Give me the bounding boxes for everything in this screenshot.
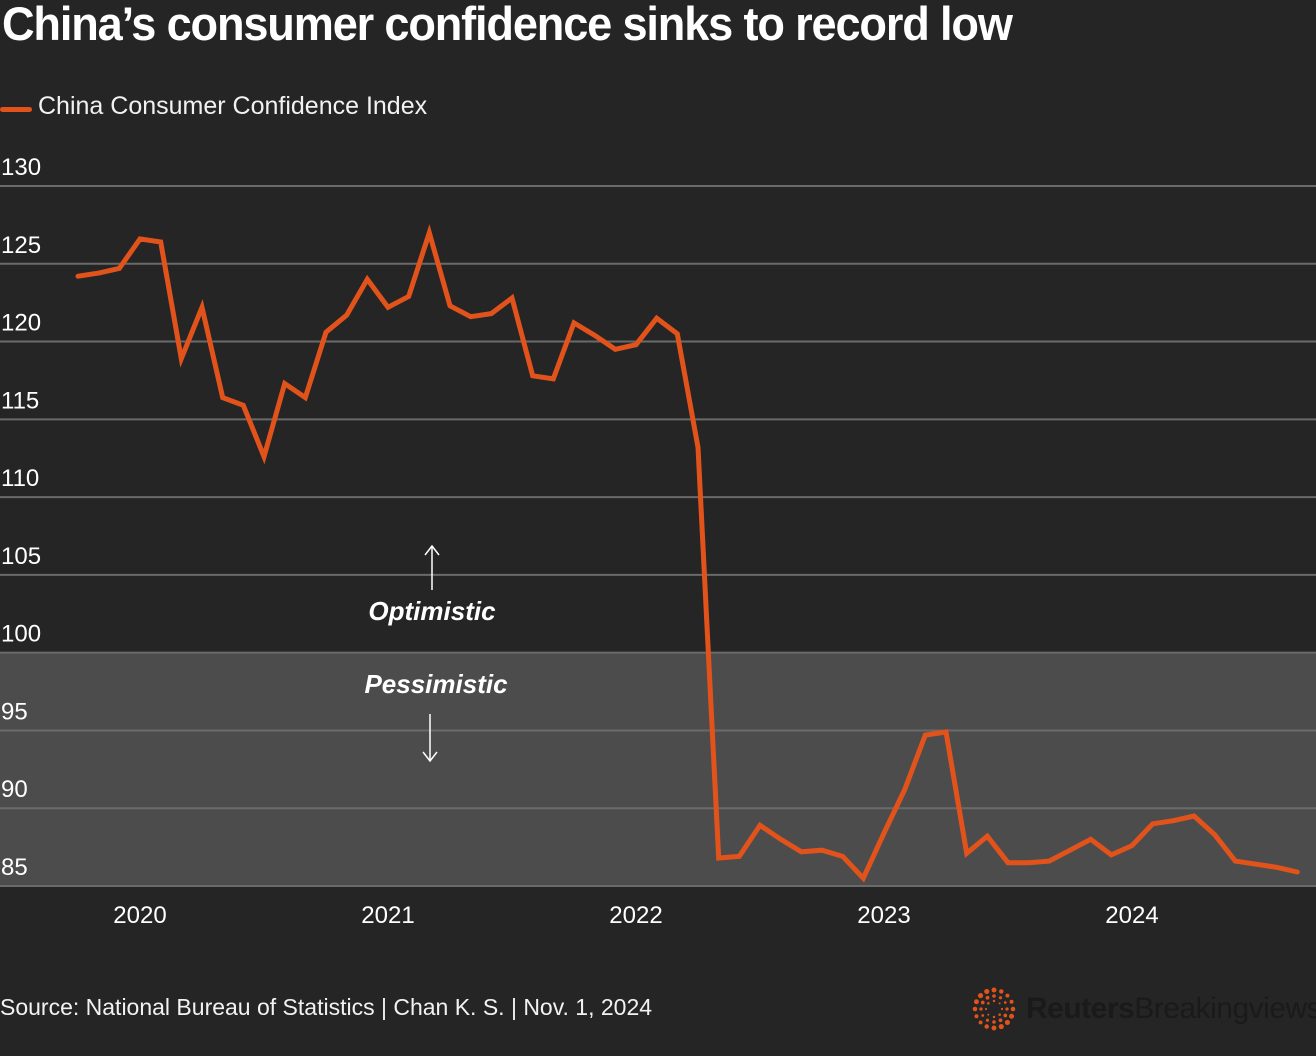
logo-dot [998, 1013, 1001, 1016]
logo-dot [991, 987, 997, 993]
logo-dot [979, 1007, 983, 1011]
optimistic-label: Optimistic [368, 596, 496, 626]
logo-text-bold: Reuters [1026, 992, 1135, 1025]
y-tick-label: 85 [1, 854, 28, 881]
y-tick-label: 120 [1, 310, 41, 337]
legend-label: China Consumer Confidence Index [38, 92, 428, 120]
pessimistic-label: Pessimistic [364, 669, 508, 699]
y-tick-label: 115 [1, 387, 39, 414]
line-chart: 130 125 120 115 110 105 100 95 90 85 2020 2021 2022… [0, 154, 1316, 929]
logo-dot [984, 988, 990, 995]
reuters-dots-icon [972, 987, 1016, 1031]
y-tick-label: 105 [1, 543, 41, 570]
logo-dot [987, 1013, 990, 1016]
legend-swatch [0, 107, 32, 112]
logo-dot [992, 994, 996, 998]
logo-dot [984, 1024, 989, 1029]
logo-dot [973, 999, 979, 1005]
y-tick-label: 90 [1, 776, 28, 803]
logo-dot [991, 1025, 997, 1031]
logo-dot [972, 1006, 978, 1012]
y-tick-label: 95 [1, 698, 28, 725]
pessimistic-band [0, 652, 1316, 886]
logo-dot [987, 1002, 990, 1005]
logo-dot [998, 1002, 1001, 1005]
logo-dot [999, 989, 1004, 994]
logo-dot [974, 1014, 979, 1019]
logo-dot [1010, 1006, 1016, 1012]
chart-title: China’s consumer confidence sinks to rec… [2, 0, 1013, 50]
up-arrowhead-icon [424, 544, 440, 556]
logo-dot [992, 1015, 996, 1019]
x-tick-label: 2021 [361, 902, 414, 929]
logo-dot [992, 1020, 996, 1024]
x-tick-label: 2022 [609, 902, 662, 929]
down-arrowhead-icon [422, 751, 438, 763]
reuters-breakingviews-logo: ReutersBreakingviews [972, 987, 1316, 1031]
logo-dot [977, 992, 984, 999]
logo-dot [1005, 1007, 1009, 1011]
logo-dot [1000, 1007, 1004, 1011]
logo-dot [978, 1020, 983, 1025]
legend: China Consumer Confidence Index [0, 92, 427, 121]
logo-dot [998, 1023, 1004, 1030]
x-tick-label: 2024 [1105, 902, 1158, 929]
logo-dot [998, 996, 1003, 1000]
logo-text: ReutersBreakingviews [1026, 992, 1316, 1026]
logo-dot [980, 1000, 985, 1005]
source-note: Source: National Bureau of Statistics | … [0, 994, 653, 1020]
logo-dot [984, 1007, 988, 1011]
logo-text-light: Breakingviews [1134, 992, 1316, 1025]
x-tick-label: 2023 [857, 902, 910, 929]
logo-dot [981, 1014, 985, 1017]
logo-dot [998, 1018, 1003, 1023]
logo-dot [1009, 1013, 1015, 1019]
y-tick-label: 110 [1, 465, 39, 492]
logo-dot [1005, 993, 1010, 998]
y-tick-label: 125 [1, 232, 41, 259]
logo-dot [1004, 1019, 1011, 1026]
logo-dot [1003, 1001, 1007, 1004]
logo-dot [1003, 1013, 1008, 1018]
logo-dot [985, 1018, 990, 1022]
y-tick-label: 130 [1, 154, 41, 181]
logo-dot [992, 999, 996, 1003]
series-line [75, 224, 1300, 883]
x-tick-label: 2020 [113, 902, 166, 929]
logo-dot [985, 995, 990, 1000]
logo-dot [1009, 999, 1014, 1004]
y-tick-label: 100 [1, 621, 41, 648]
